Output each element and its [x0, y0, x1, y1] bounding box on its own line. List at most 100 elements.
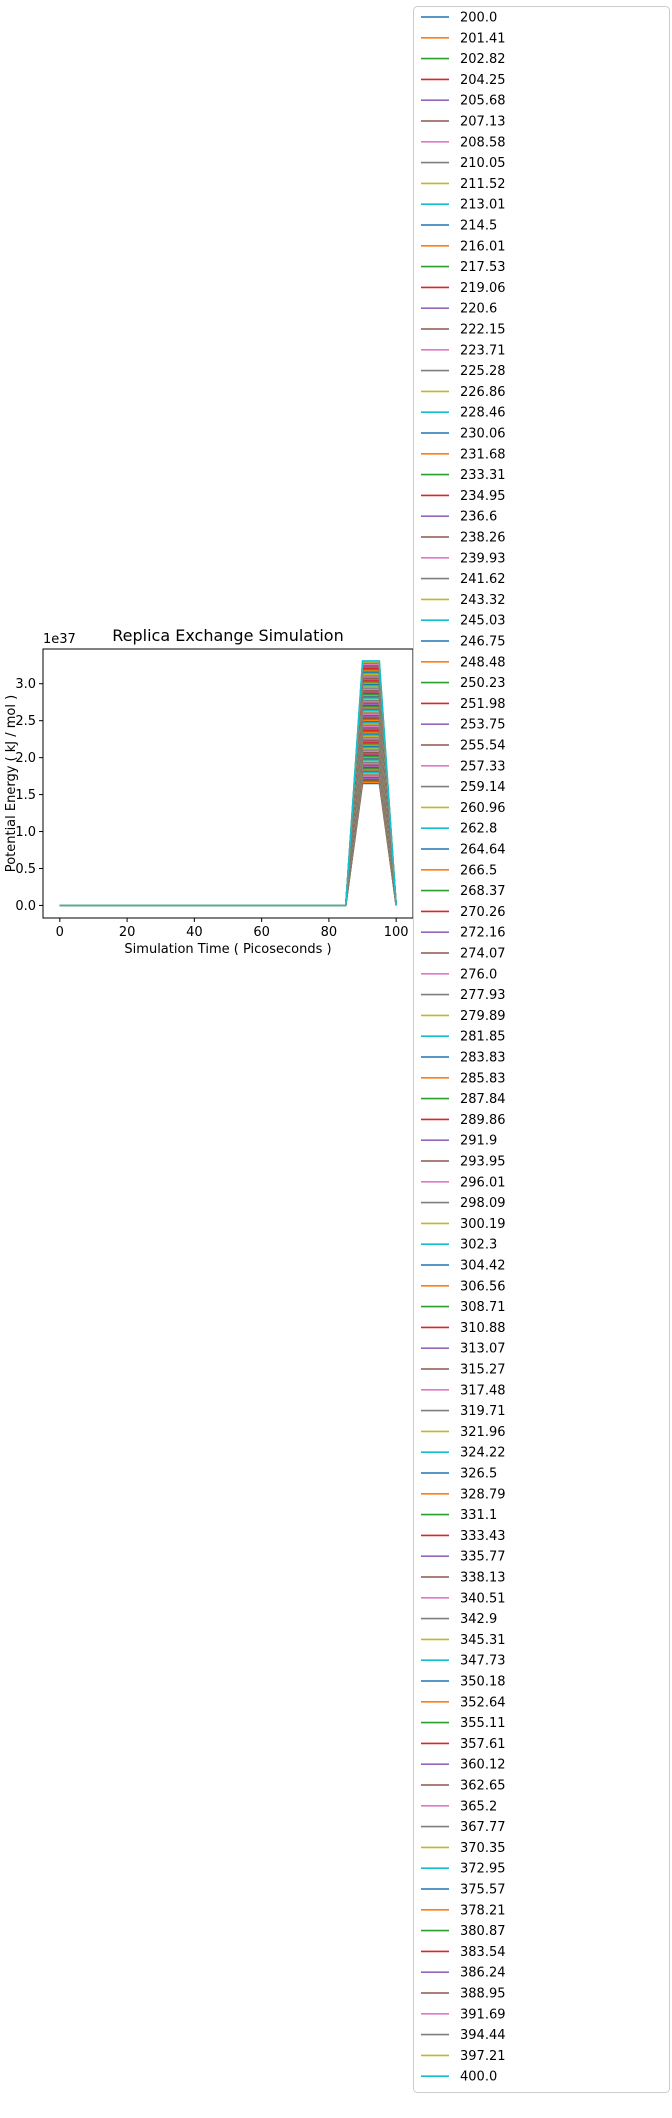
x-tick-label: 0 [56, 925, 64, 940]
legend-label: 222.15 [460, 323, 506, 338]
legend-label: 274.07 [460, 947, 506, 962]
legend-label: 200.0 [460, 11, 497, 26]
legend-label: 241.62 [460, 572, 506, 587]
series-line [60, 663, 396, 905]
series-line [60, 761, 396, 905]
series-line [60, 703, 396, 905]
series-line [60, 666, 396, 906]
legend-label: 397.21 [460, 2049, 506, 2064]
legend-label: 298.09 [460, 1196, 506, 1211]
series-line [60, 698, 396, 905]
series-line [60, 693, 396, 905]
series-line [60, 677, 396, 906]
legend-label: 394.44 [460, 2028, 506, 2043]
series-line [60, 736, 396, 905]
series-line [60, 739, 396, 906]
series-line [60, 730, 396, 905]
series-line [60, 728, 396, 906]
series-line [60, 684, 396, 905]
series-line [60, 715, 396, 905]
legend-label: 268.37 [460, 884, 506, 899]
chart-title: Replica Exchange Simulation [112, 626, 343, 645]
series-line [60, 699, 396, 905]
legend-label: 253.75 [460, 718, 506, 733]
series-line [60, 709, 396, 905]
legend-label: 357.61 [460, 1737, 506, 1752]
series-line [60, 738, 396, 906]
legend-label: 262.8 [460, 822, 497, 837]
legend-label: 313.07 [460, 1342, 506, 1357]
legend-label: 347.73 [460, 1654, 506, 1669]
legend-label: 386.24 [460, 1966, 506, 1981]
legend-label: 383.54 [460, 1945, 506, 1960]
series-line [60, 662, 396, 905]
series-line [60, 772, 396, 905]
series-line [60, 687, 396, 906]
legend-label: 281.85 [460, 1030, 506, 1045]
series-line [60, 688, 396, 905]
legend-label: 306.56 [460, 1279, 506, 1294]
series-line [60, 764, 396, 906]
series-line [60, 733, 396, 906]
series-line [60, 760, 396, 905]
legend-label: 243.32 [460, 593, 506, 608]
legend-label: 245.03 [460, 614, 506, 629]
legend-label: 352.64 [460, 1695, 506, 1710]
legend-label: 220.6 [460, 302, 497, 317]
series-line [60, 744, 396, 906]
legend-label: 270.26 [460, 905, 506, 920]
legend-label: 233.31 [460, 468, 506, 483]
series-line [60, 735, 396, 905]
series-line [60, 692, 396, 906]
series-line [60, 767, 396, 905]
legend: 200.0201.41202.82204.25205.68207.13208.5… [414, 7, 670, 2093]
legend-label: 225.28 [460, 364, 506, 379]
series-line [60, 719, 396, 905]
series-line [60, 678, 396, 905]
legend-label: 321.96 [460, 1425, 506, 1440]
plot-area [60, 661, 396, 906]
series-line [60, 765, 396, 906]
legend-label: 216.01 [460, 239, 506, 254]
legend-label: 264.64 [460, 843, 506, 858]
series-line [60, 714, 396, 905]
legend-label: 372.95 [460, 1862, 506, 1877]
legend-label: 319.71 [460, 1404, 506, 1419]
legend-label: 335.77 [460, 1550, 506, 1565]
series-line [60, 749, 396, 906]
legend-label: 370.35 [460, 1841, 506, 1856]
legend-label: 362.65 [460, 1779, 506, 1794]
legend-label: 248.48 [460, 655, 506, 670]
series-line [60, 741, 396, 905]
series-line [60, 697, 396, 906]
series-line [60, 679, 396, 905]
series-line [60, 722, 396, 906]
series-line [60, 710, 396, 905]
series-line [60, 717, 396, 906]
series-line [60, 740, 396, 905]
legend-label: 285.83 [460, 1071, 506, 1086]
legend-label: 315.27 [460, 1363, 506, 1378]
legend-label: 296.01 [460, 1175, 506, 1190]
legend-label: 208.58 [460, 135, 506, 150]
legend-label: 272.16 [460, 926, 506, 941]
series-line [60, 673, 396, 905]
series-line [60, 774, 396, 906]
series-line [60, 720, 396, 905]
legend-label: 333.43 [460, 1529, 506, 1544]
legend-label: 283.83 [460, 1051, 506, 1066]
legend-label: 246.75 [460, 635, 506, 650]
legend-label: 289.86 [460, 1113, 506, 1128]
x-tick-label: 80 [321, 925, 338, 940]
legend-label: 223.71 [460, 343, 506, 358]
legend-label: 380.87 [460, 1924, 506, 1939]
series-line [60, 755, 396, 905]
series-line [60, 696, 396, 906]
series-line [60, 780, 396, 906]
legend-label: 391.69 [460, 2007, 506, 2022]
legend-label: 207.13 [460, 115, 506, 130]
series-line [60, 725, 396, 905]
legend-label: 226.86 [460, 385, 506, 400]
series-line [60, 746, 396, 905]
